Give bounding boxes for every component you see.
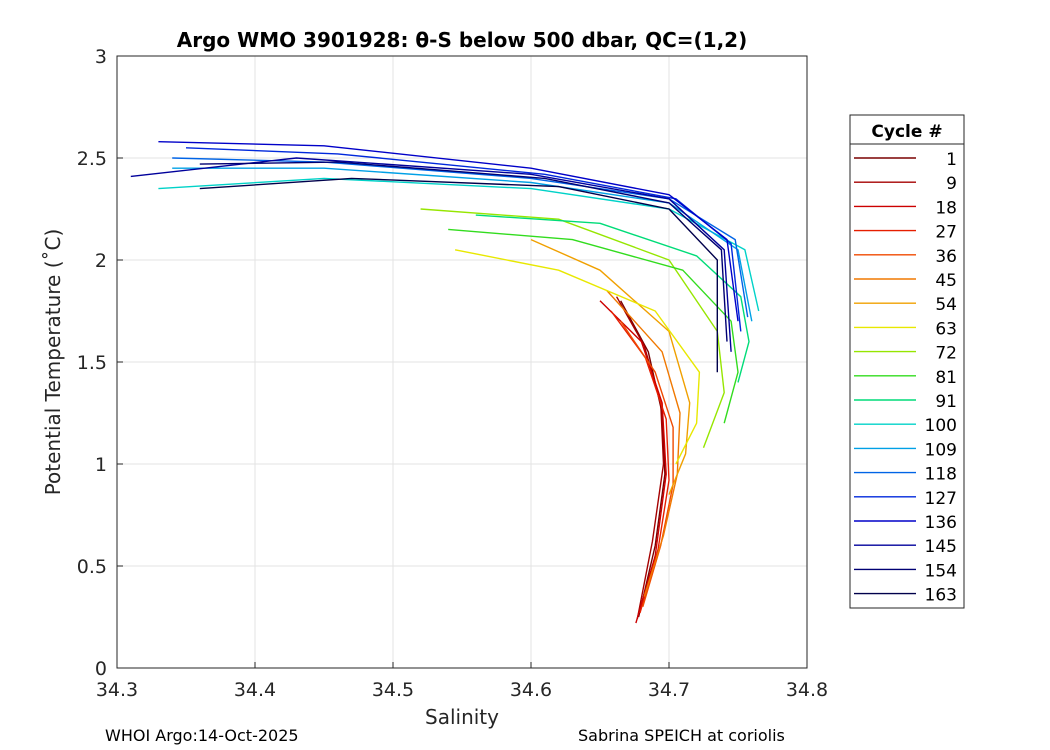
x-tick-label: 34.5 [372,679,414,701]
x-tick-label: 34.3 [96,679,138,701]
legend-label: 54 [935,295,957,315]
series-line-cycle-163 [199,177,718,373]
legend-label: 118 [925,465,957,485]
series-line-cycle-72 [420,208,725,448]
series-line-cycle-145 [130,157,732,352]
legend-label: 1 [946,150,957,170]
legend-title: Cycle # [871,122,942,142]
footer-right-credit: Sabrina SPEICH at coriolis [578,726,785,745]
legend-label: 154 [925,561,957,581]
series-line-cycle-136 [158,141,739,322]
legend-box [849,114,965,609]
legend-label: 27 [935,223,957,243]
legend-label: 36 [935,247,957,267]
series-line-cycle-18 [599,300,667,624]
legend-label: 136 [925,513,957,533]
series-line-cycle-154 [199,161,728,342]
x-tick-label: 34.6 [510,679,552,701]
series-line-cycle-100 [158,177,760,312]
y-axis-label: Potential Temperature (˚C) [41,229,65,496]
legend-label: 100 [925,416,957,436]
series-line-cycle-45 [606,290,681,597]
series-line-cycle-109 [172,167,753,322]
y-tick-label: 2 [95,250,107,272]
legend-items: 1 9 18 27 36 45 54 63 72 81 91 100 109 118 127 136 145 15… [854,150,957,606]
y-tick-label: 1.5 [77,352,107,374]
series-line-cycle-54 [530,238,691,495]
axis-ticks: 34.3 34.4 34.5 34.6 34.7 34.8 0 0.5 1 1.5 2 2.5 3 [77,46,828,701]
series-line-cycle-91 [475,214,750,383]
series-line-cycle-127 [185,147,742,332]
series-line-cycle-81 [448,228,739,424]
legend-label: 63 [935,319,957,339]
legend: Cycle # 1 9 18 27 36 45 54 63 72 81 91 100 109 118 127… [849,114,965,609]
chart-title: Argo WMO 3901928: θ-S below 500 dbar, QC… [177,28,747,52]
series-line-cycle-1 [620,300,666,618]
y-tick-label: 1 [95,454,107,476]
legend-label: 109 [925,440,957,460]
legend-label: 127 [925,489,957,509]
legend-label: 9 [946,174,957,194]
legend-label: 72 [935,344,957,364]
x-tick-label: 34.8 [786,679,828,701]
x-axis-label: Salinity [425,705,499,729]
y-tick-label: 0 [95,658,107,680]
y-tick-label: 0.5 [77,556,107,578]
series-line-cycle-63 [454,249,701,465]
x-tick-label: 34.7 [648,679,690,701]
legend-label: 81 [935,368,957,388]
legend-label: 145 [925,537,957,557]
x-tick-label: 34.4 [234,679,276,701]
y-tick-label: 3 [95,46,107,68]
series-lines [130,141,760,624]
legend-label: 163 [925,586,957,606]
legend-label: 45 [935,271,957,291]
legend-label: 91 [935,392,957,412]
series-line-cycle-9 [615,296,665,620]
y-tick-label: 2.5 [77,148,107,170]
footer-left-credit: WHOI Argo:14-Oct-2025 [105,726,299,745]
legend-label: 18 [935,198,957,218]
